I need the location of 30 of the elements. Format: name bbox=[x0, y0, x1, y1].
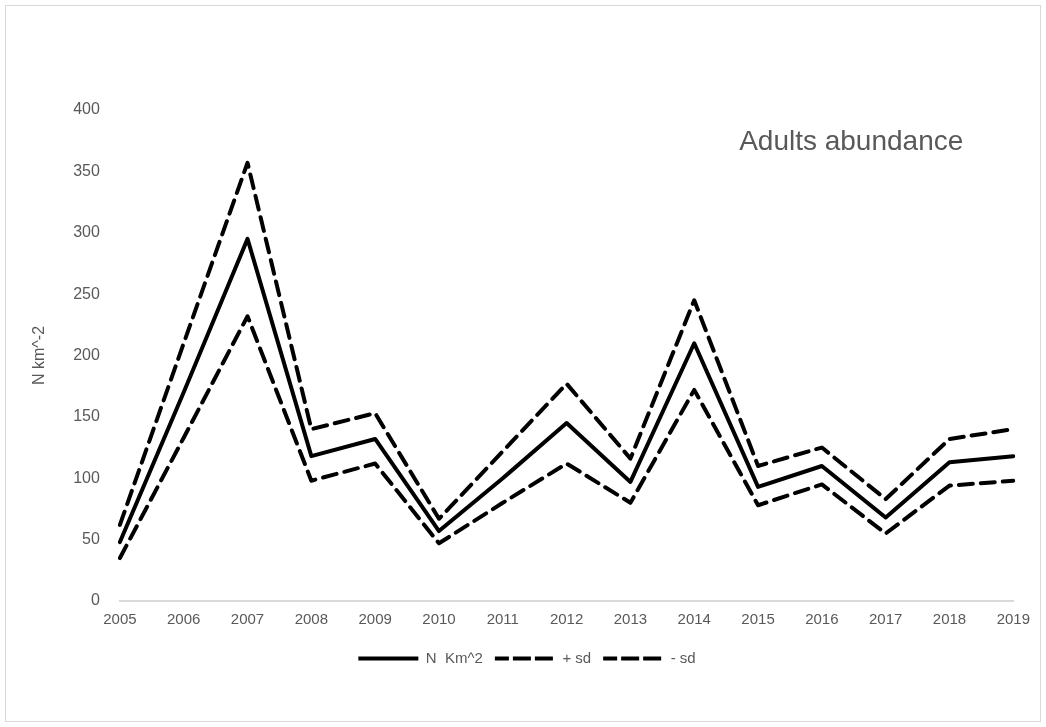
legend-label: + sd bbox=[562, 648, 592, 666]
x-tick-label: 2013 bbox=[613, 610, 648, 628]
x-tick-label: 2009 bbox=[358, 610, 392, 628]
x-tick-label: 2007 bbox=[230, 610, 265, 628]
x-tick-label: 2012 bbox=[549, 610, 584, 628]
y-tick-label: 150 bbox=[73, 407, 100, 425]
y-tick-label: 400 bbox=[73, 100, 100, 118]
y-tick-label: 50 bbox=[82, 530, 100, 548]
y-tick-label: 350 bbox=[73, 161, 100, 179]
x-tick-label: 2005 bbox=[103, 610, 137, 628]
x-tick-label: 2011 bbox=[486, 610, 519, 628]
legend-label: - sd bbox=[670, 648, 696, 666]
legend-label: N Km^2 bbox=[425, 648, 483, 666]
x-tick-label: 2008 bbox=[294, 610, 329, 628]
x-tick-label: 2014 bbox=[677, 610, 711, 628]
x-tick-label: 2019 bbox=[996, 610, 1030, 628]
line-series bbox=[117, 314, 1016, 561]
x-tick-label: 2015 bbox=[741, 610, 775, 628]
x-tick-label: 2018 bbox=[932, 610, 967, 628]
y-axis-title: N km^-2 bbox=[30, 325, 48, 386]
x-tick-label: 2017 bbox=[869, 610, 903, 628]
text: Adults abundance bbox=[739, 124, 964, 156]
x-tick-label: 2016 bbox=[805, 610, 839, 628]
y-tick-label: 300 bbox=[73, 223, 100, 241]
y-tick-label: 100 bbox=[73, 468, 100, 486]
y-tick-label: 0 bbox=[90, 591, 100, 609]
x-tick-label: 2006 bbox=[167, 610, 201, 628]
x-tick-label: 2010 bbox=[422, 610, 456, 628]
y-tick-label: 200 bbox=[73, 345, 100, 363]
y-tick-label: 250 bbox=[73, 284, 100, 302]
